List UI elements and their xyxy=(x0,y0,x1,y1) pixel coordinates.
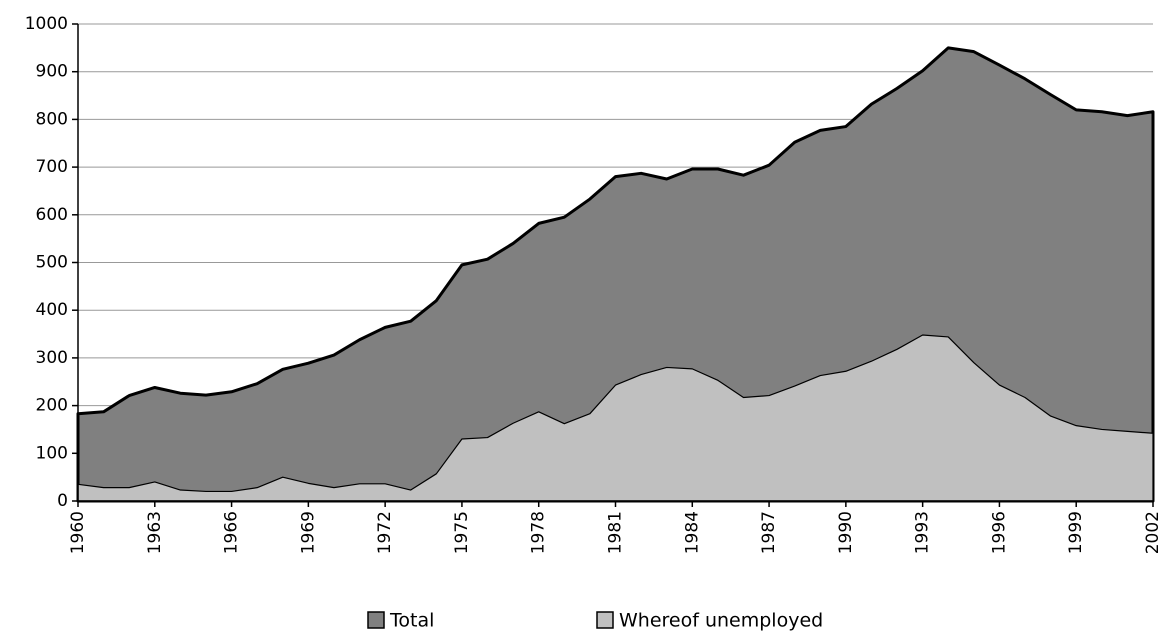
y-tick-label: 100 xyxy=(36,443,68,463)
legend-swatch xyxy=(596,611,614,629)
x-tick-label: 1966 xyxy=(222,511,242,554)
y-tick-label: 800 xyxy=(36,109,68,129)
y-tick-label: 700 xyxy=(36,157,68,177)
y-tick-label: 900 xyxy=(36,62,68,82)
y-tick-label: 0 xyxy=(57,491,68,511)
x-tick-label: 1969 xyxy=(298,511,318,554)
axes: 0 100 200 300 400 500 600 700 800 900 1000 1960 1963… xyxy=(25,14,1159,554)
y-tick-label: 300 xyxy=(36,348,68,368)
x-tick-label: 1978 xyxy=(529,511,549,554)
y-tick-label: 400 xyxy=(36,300,68,320)
area xyxy=(77,334,1154,502)
x-tick-label: 1960 xyxy=(68,511,88,554)
x-tick-label: 1999 xyxy=(1066,511,1086,554)
x-tick-label: 1996 xyxy=(989,511,1009,554)
legend-label: Total xyxy=(389,610,434,632)
legend-swatch xyxy=(367,611,385,629)
x-tick-label: 2002 xyxy=(1143,511,1159,554)
legend-label: Whereof unemployed xyxy=(619,610,823,632)
y-tick-label: 500 xyxy=(36,253,68,273)
y-tick-label: 1000 xyxy=(25,14,68,34)
x-tick-label: 1963 xyxy=(145,511,165,554)
x-tick-label: 1984 xyxy=(682,511,702,554)
areas xyxy=(76,46,1155,503)
x-tick-label: 1972 xyxy=(375,511,395,554)
x-tick-label: 1981 xyxy=(606,511,626,554)
y-tick-label: 200 xyxy=(36,396,68,416)
x-tick-label: 1975 xyxy=(452,511,472,554)
legend: Total Whereof unemployed xyxy=(367,610,823,632)
x-tick-label: 1993 xyxy=(913,511,933,554)
x-tick-label: 1990 xyxy=(836,511,856,554)
x-tick-label: 1987 xyxy=(759,511,779,554)
y-tick-label: 600 xyxy=(36,205,68,225)
